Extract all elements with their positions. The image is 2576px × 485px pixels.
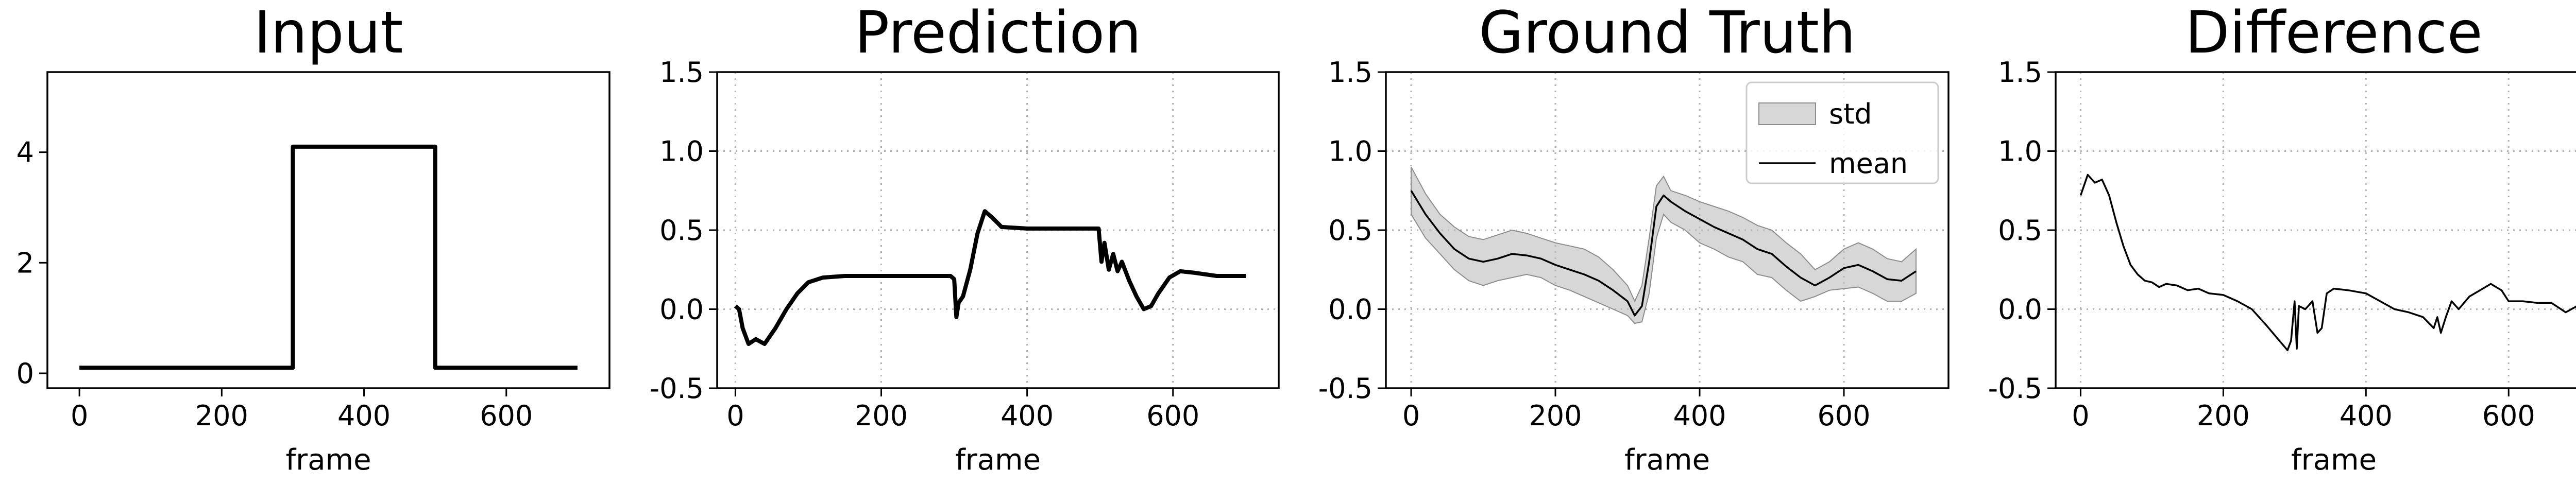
y-tick-label: -0.5 — [1318, 372, 1372, 405]
chart-title: Input — [253, 0, 403, 66]
y-tick-label: 1.5 — [659, 56, 704, 89]
x-tick-label: 0 — [71, 400, 88, 432]
legend-swatch-std — [1758, 102, 1816, 125]
x-tick-label: 400 — [2340, 400, 2393, 432]
x-axis-label: frame — [955, 443, 1041, 477]
x-tick-label: 0 — [2072, 400, 2089, 432]
legend-label-mean: mean — [1829, 147, 1908, 180]
series-line-panel-1 — [79, 144, 578, 370]
y-tick-label: -0.5 — [650, 372, 704, 405]
y-tick-label: 1.0 — [1328, 135, 1372, 168]
y-tick-label: 4 — [16, 136, 34, 169]
x-tick-label: 600 — [1146, 400, 1199, 432]
x-tick-label: 200 — [195, 400, 248, 432]
x-tick-label: 400 — [337, 400, 391, 432]
axes-frame — [46, 71, 611, 389]
chart-title: Ground Truth — [1479, 0, 1855, 66]
y-tick-label: 0.5 — [659, 214, 704, 247]
y-tick-label: 0.0 — [1328, 293, 1372, 326]
y-tick-label: 2 — [16, 247, 34, 279]
panel-4: 0 200 400 600 -0.5 0.0 0.5 1.0 1.5 Difference fram… — [1988, 0, 2576, 477]
y-tick-label: 0 — [16, 357, 34, 390]
y-tick-label: -0.5 — [1988, 372, 2042, 405]
y-tick-label: 0.5 — [1328, 214, 1372, 247]
x-tick-label: 0 — [726, 400, 744, 432]
x-tick-label: 400 — [1673, 400, 1726, 432]
y-tick-label: 0.0 — [1998, 293, 2042, 326]
std-band — [1411, 166, 1917, 324]
panel-2: 0 200 400 600 -0.5 0.0 0.5 1.0 1.5 Prediction fram… — [650, 0, 1280, 477]
x-tick-label: 600 — [480, 400, 533, 432]
x-tick-label: 200 — [855, 400, 908, 432]
y-tick-label: 0.0 — [659, 293, 704, 326]
x-tick-label: 600 — [1817, 400, 1870, 432]
x-axis-label: frame — [285, 443, 371, 477]
series-line-panel-2 — [734, 209, 1246, 346]
chart-title: Difference — [2185, 0, 2482, 66]
y-tick-label: 1.5 — [1998, 56, 2042, 89]
legend-label-std: std — [1829, 98, 1872, 130]
x-axis-label: frame — [1624, 443, 1710, 477]
x-tick-label: 200 — [2197, 400, 2250, 432]
panel-3: 0 200 400 600 -0.5 0.0 0.5 1.0 1.5 Ground Truth fr… — [1318, 0, 1950, 477]
y-tick-label: 1.5 — [1328, 56, 1372, 89]
y-tick-label: 1.0 — [1998, 135, 2042, 168]
series-line-panel-4 — [2079, 174, 2576, 352]
x-tick-label: 0 — [1402, 400, 1420, 432]
panel-1: 0 200 400 600 0 2 4 Input frame — [16, 0, 611, 477]
legend: std mean — [1745, 81, 1939, 184]
x-tick-label: 600 — [2482, 400, 2535, 432]
x-tick-label: 400 — [1001, 400, 1054, 432]
y-tick-label: 0.5 — [1998, 214, 2042, 247]
series-line-mean — [1410, 190, 1917, 317]
x-tick-label: 200 — [1529, 400, 1582, 432]
y-tick-label: 1.0 — [659, 135, 704, 168]
chart-title: Prediction — [855, 0, 1141, 66]
x-axis-label: frame — [2291, 443, 2377, 477]
